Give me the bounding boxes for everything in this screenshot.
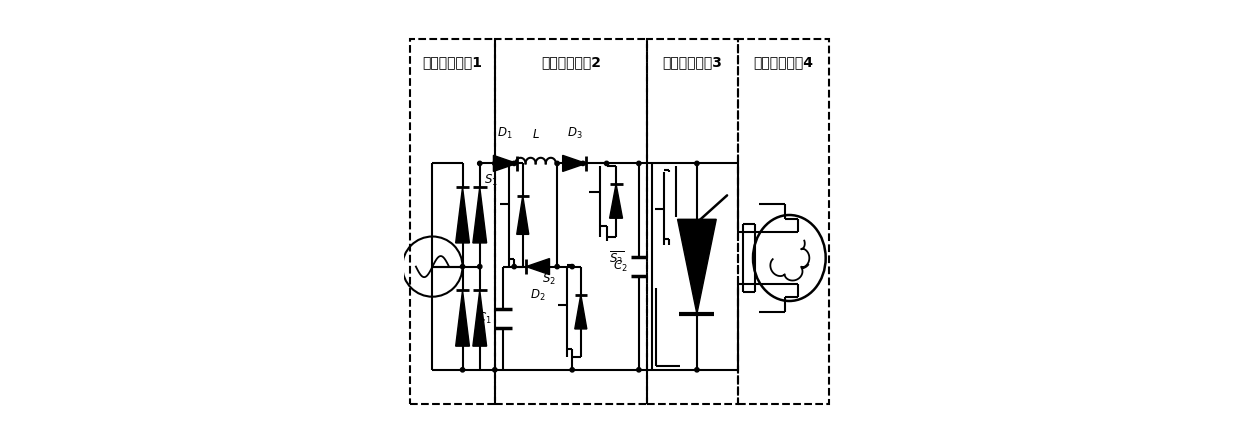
Text: $D_2$: $D_2$ xyxy=(530,288,545,303)
Circle shape xyxy=(477,161,482,166)
Polygon shape xyxy=(473,290,487,346)
Polygon shape xyxy=(563,155,586,172)
Circle shape xyxy=(461,264,465,269)
Polygon shape xyxy=(456,187,470,243)
Text: 永磁同步电机4: 永磁同步电机4 xyxy=(753,55,814,69)
Circle shape xyxy=(512,161,517,166)
Polygon shape xyxy=(610,184,622,218)
Circle shape xyxy=(570,368,575,372)
Circle shape xyxy=(605,161,608,166)
Polygon shape xyxy=(473,187,487,243)
Circle shape xyxy=(555,264,559,269)
Circle shape xyxy=(695,368,699,372)
Circle shape xyxy=(461,368,465,372)
Polygon shape xyxy=(678,219,716,314)
Circle shape xyxy=(637,368,641,372)
Text: $C_2$: $C_2$ xyxy=(612,259,627,274)
Text: 三相逆变电路3: 三相逆变电路3 xyxy=(663,55,722,69)
Text: $L$: $L$ xyxy=(532,128,539,141)
Circle shape xyxy=(477,264,482,269)
Circle shape xyxy=(695,161,699,166)
Circle shape xyxy=(493,161,497,166)
Polygon shape xyxy=(575,295,587,329)
Text: $D_1$: $D_1$ xyxy=(497,126,513,141)
Polygon shape xyxy=(456,290,470,346)
Polygon shape xyxy=(527,258,549,275)
Text: $C_1$: $C_1$ xyxy=(477,310,492,326)
Text: $\overline{S_3}$: $\overline{S_3}$ xyxy=(608,249,623,267)
Circle shape xyxy=(570,264,575,269)
Text: $D_3$: $D_3$ xyxy=(566,126,582,141)
Circle shape xyxy=(493,368,497,372)
Circle shape xyxy=(581,161,585,166)
Polygon shape xyxy=(517,196,529,234)
Circle shape xyxy=(555,161,559,166)
Circle shape xyxy=(512,264,517,269)
Text: $S_1$: $S_1$ xyxy=(484,173,498,188)
Text: $S_2$: $S_2$ xyxy=(541,272,556,287)
Circle shape xyxy=(637,161,641,166)
Text: 功率解耦电路2: 功率解耦电路2 xyxy=(541,55,601,69)
Polygon shape xyxy=(493,155,517,172)
Text: 单相整流电路1: 单相整流电路1 xyxy=(422,55,482,69)
